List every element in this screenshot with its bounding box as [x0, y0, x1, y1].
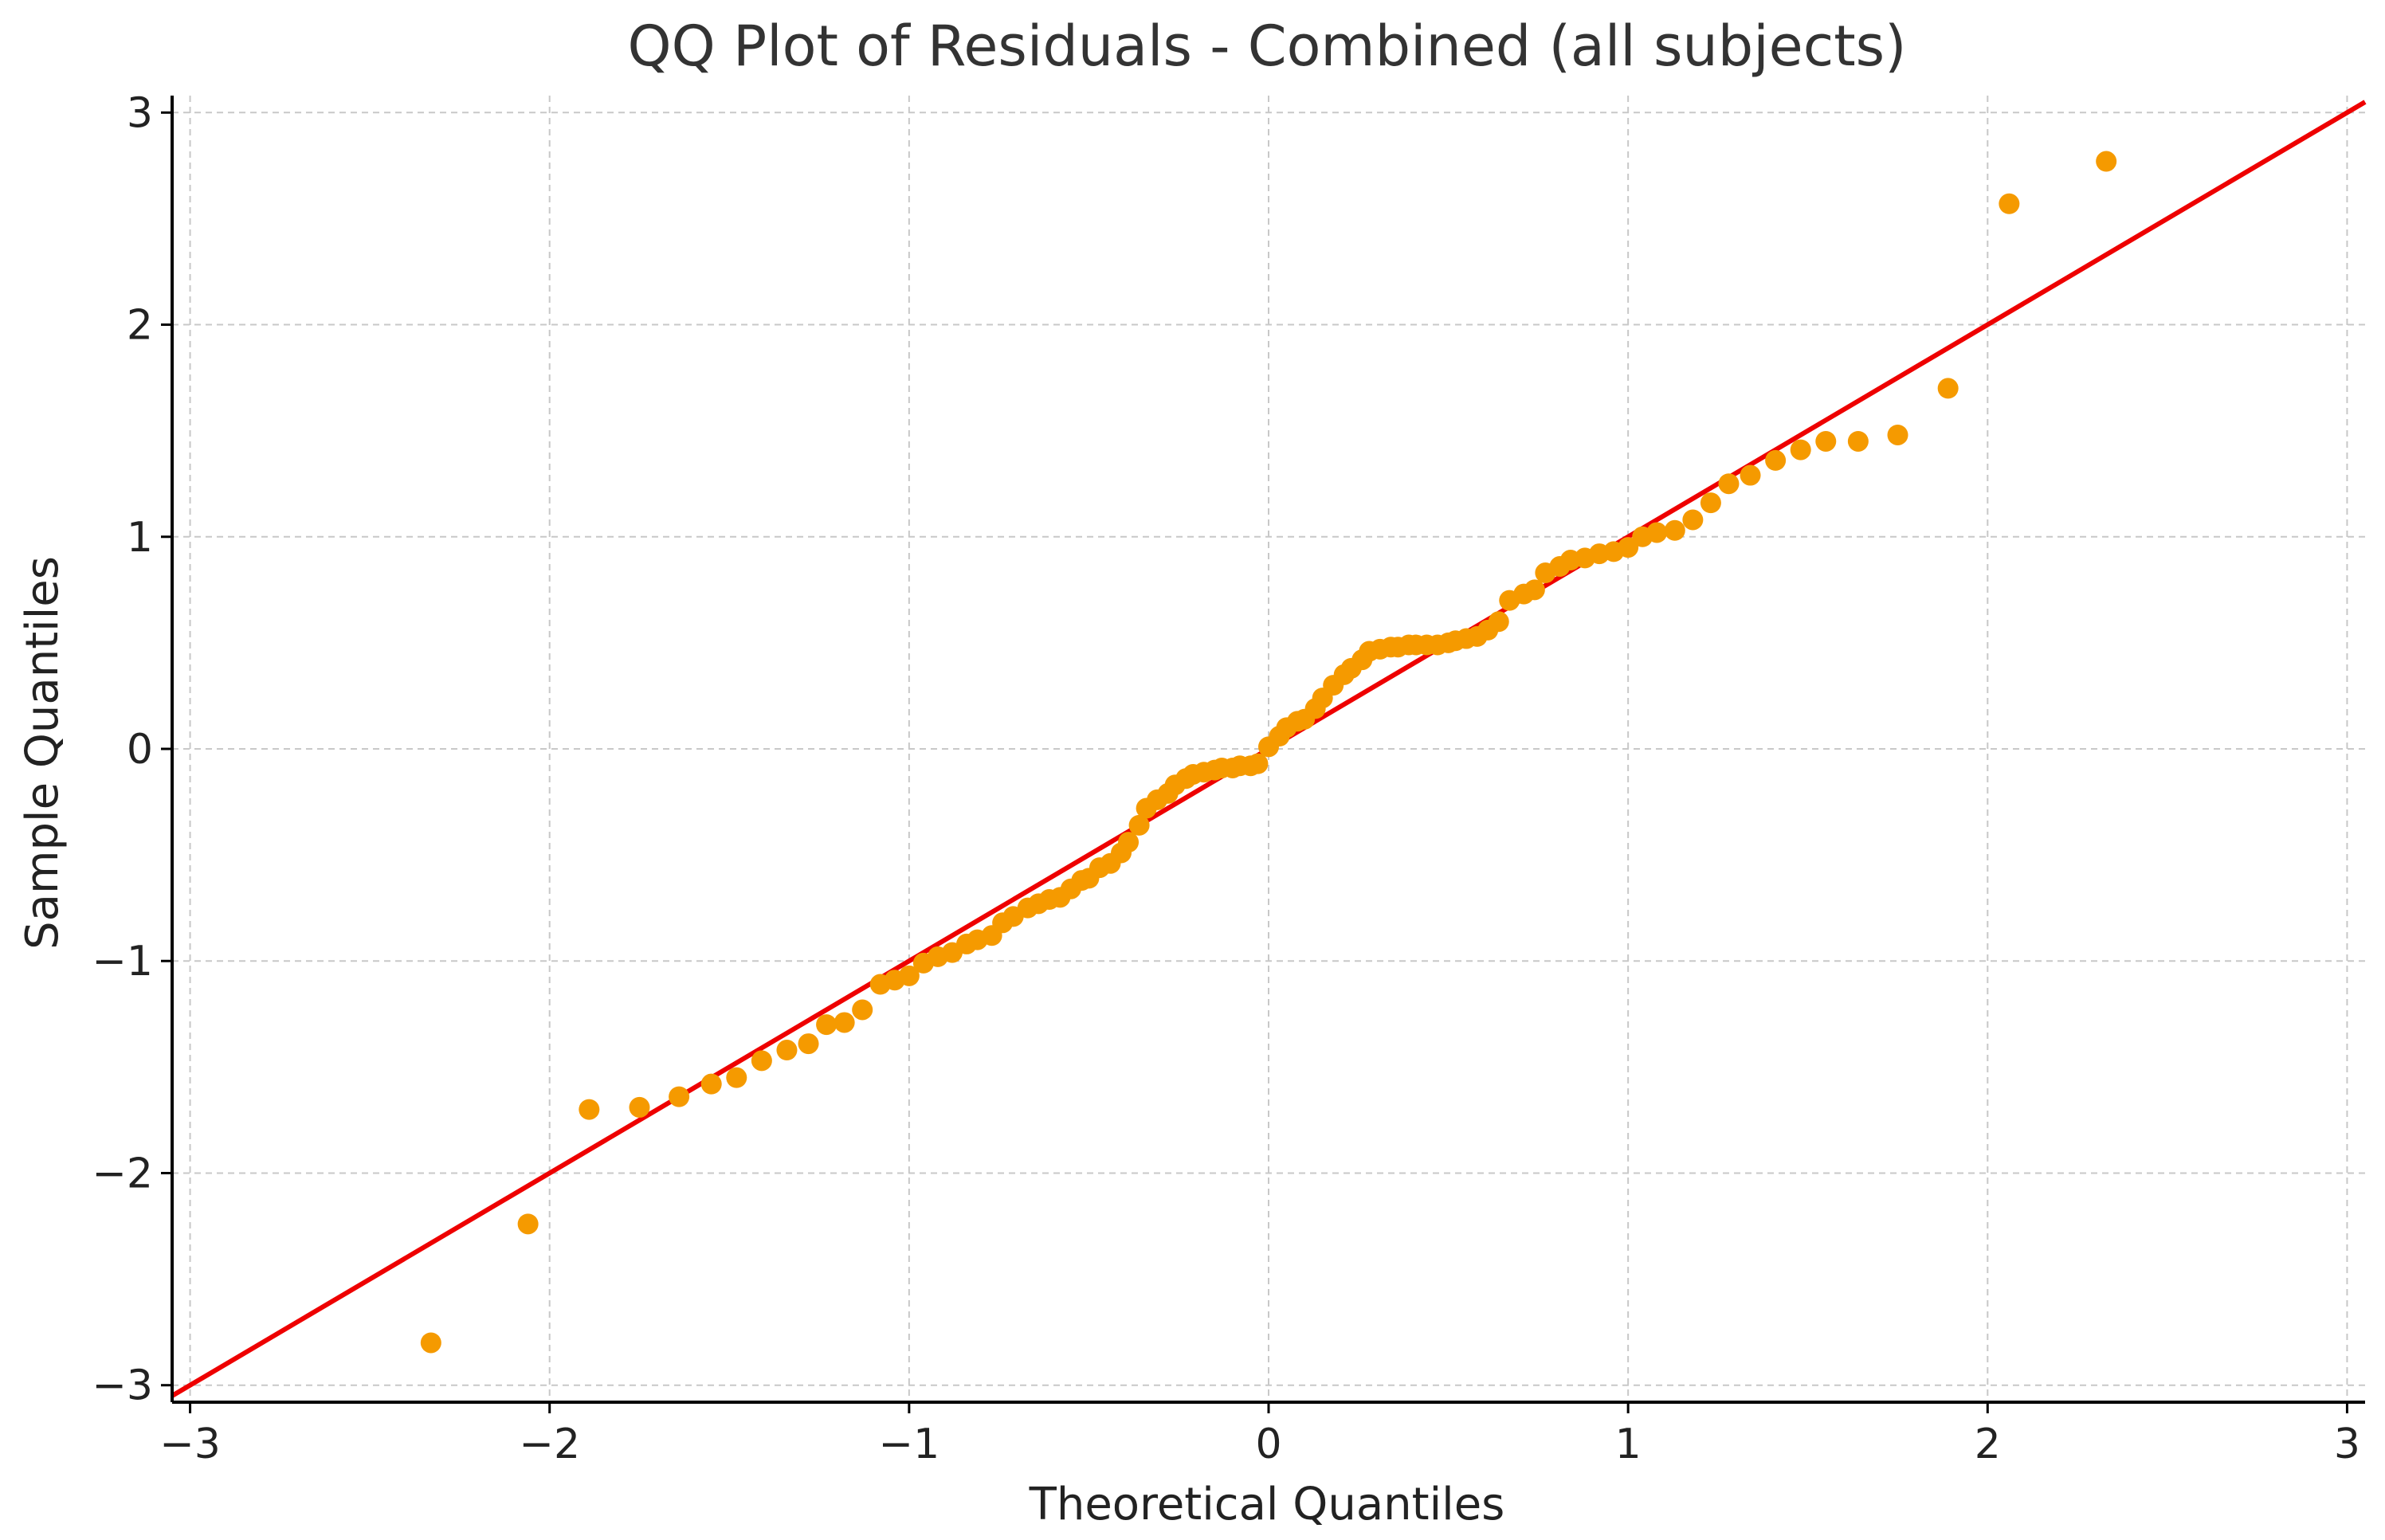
- data-point: [751, 1050, 772, 1072]
- y-tick-label: 2: [127, 302, 153, 350]
- data-point: [1488, 611, 1509, 633]
- y-tick-label: 3: [127, 89, 153, 137]
- data-point: [669, 1086, 690, 1107]
- x-tick-label: −2: [519, 1420, 580, 1468]
- data-point: [1664, 519, 1685, 541]
- data-point: [1847, 430, 1869, 452]
- data-point: [1790, 439, 1811, 460]
- x-tick-label: −3: [159, 1420, 221, 1468]
- data-point: [776, 1040, 798, 1061]
- data-point: [517, 1213, 539, 1235]
- x-tick-label: 3: [2334, 1420, 2360, 1468]
- data-point: [1887, 424, 1908, 445]
- x-axis-label: Theoretical Quantiles: [1029, 1479, 1505, 1530]
- data-point: [1740, 464, 1761, 486]
- data-point: [1718, 473, 1740, 495]
- data-point: [834, 1012, 855, 1033]
- y-tick-label: −2: [92, 1150, 153, 1197]
- x-tick-label: 0: [1255, 1420, 1281, 1468]
- data-point: [579, 1099, 600, 1120]
- chart-title: QQ Plot of Residuals - Combined (all sub…: [628, 14, 1907, 79]
- data-point: [1815, 430, 1837, 452]
- x-tick-label: −1: [879, 1420, 940, 1468]
- data-point: [816, 1014, 837, 1036]
- data-point: [1128, 814, 1150, 836]
- data-point: [1524, 579, 1545, 601]
- data-point: [1765, 449, 1787, 471]
- data-point: [852, 999, 873, 1021]
- data-point: [629, 1096, 650, 1118]
- data-point: [1937, 378, 1959, 399]
- data-point: [700, 1073, 722, 1095]
- y-tick-label: −3: [92, 1362, 153, 1410]
- data-point: [1618, 537, 1639, 558]
- data-point: [1999, 193, 2020, 214]
- data-point: [726, 1067, 747, 1088]
- data-point: [2096, 151, 2117, 172]
- x-tick-label: 1: [1615, 1420, 1642, 1468]
- data-point: [1700, 492, 1721, 514]
- data-point: [1646, 522, 1668, 543]
- data-point: [420, 1332, 441, 1354]
- x-tick-label: 2: [1975, 1420, 2001, 1468]
- data-point: [1118, 832, 1140, 853]
- y-axis-label: Sample Quantiles: [17, 556, 69, 950]
- data-point: [798, 1033, 819, 1055]
- points-layer: [420, 151, 2117, 1354]
- y-tick-label: 0: [127, 726, 153, 774]
- axes-layer: −3 −2 −1 0 1 2 3 −3 −2 −1 0 1 2 3: [92, 89, 2365, 1468]
- y-tick-label: −1: [92, 938, 153, 986]
- data-point: [1247, 753, 1269, 774]
- data-point: [1682, 509, 1704, 531]
- data-point: [898, 965, 920, 986]
- y-tick-label: 1: [127, 514, 153, 562]
